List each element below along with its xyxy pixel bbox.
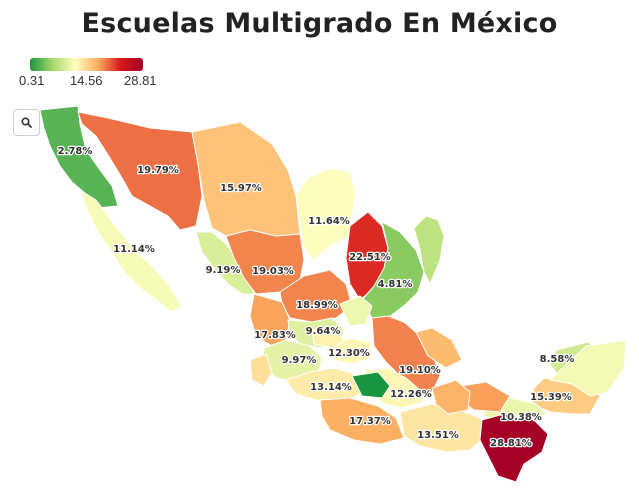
region-value-label: 11.64% bbox=[308, 216, 350, 227]
state-region[interactable] bbox=[431, 379, 471, 415]
legend-mid-label: 14.56 bbox=[70, 73, 103, 88]
state-region[interactable] bbox=[311, 325, 345, 349]
state-region[interactable] bbox=[79, 189, 183, 313]
region-value-label: 19.79% bbox=[137, 165, 179, 176]
region-value-label: 28.81% bbox=[490, 438, 532, 449]
state-region[interactable] bbox=[319, 397, 405, 445]
region-value-label: 9.19% bbox=[206, 265, 241, 276]
region-value-label: 9.97% bbox=[282, 355, 317, 366]
state-region[interactable] bbox=[415, 327, 463, 369]
state-region[interactable] bbox=[351, 371, 391, 399]
region-value-label: 9.64% bbox=[306, 326, 341, 337]
state-region[interactable] bbox=[549, 339, 627, 397]
region-value-label: 22.51% bbox=[349, 252, 391, 263]
color-scale-legend bbox=[30, 58, 143, 71]
region-value-label: 17.83% bbox=[254, 330, 296, 341]
state-region[interactable] bbox=[249, 353, 273, 387]
state-region[interactable] bbox=[77, 111, 203, 231]
state-region[interactable] bbox=[479, 413, 549, 483]
state-region[interactable] bbox=[191, 121, 301, 237]
region-value-label: 10.38% bbox=[500, 412, 542, 423]
region-value-label: 12.26% bbox=[390, 389, 432, 400]
map-title: Escuelas Multigrado En México bbox=[81, 8, 558, 39]
search-icon bbox=[21, 117, 32, 128]
region-value-label: 2.78% bbox=[58, 146, 93, 157]
region-value-label: 15.97% bbox=[220, 183, 262, 194]
region-value-label: 19.03% bbox=[252, 266, 294, 277]
region-value-label: 4.81% bbox=[378, 279, 413, 290]
region-value-label: 13.14% bbox=[310, 382, 352, 393]
region-value-label: 8.58% bbox=[540, 354, 575, 365]
region-value-label: 13.51% bbox=[417, 430, 459, 441]
state-region[interactable] bbox=[371, 315, 441, 393]
region-value-label: 19.10% bbox=[399, 365, 441, 376]
state-region[interactable] bbox=[39, 105, 119, 209]
state-region[interactable] bbox=[413, 215, 445, 285]
region-value-label: 17.37% bbox=[349, 416, 391, 427]
state-region[interactable] bbox=[295, 167, 357, 261]
region-value-label: 11.14% bbox=[113, 244, 155, 255]
region-value-label: 15.39% bbox=[530, 392, 572, 403]
search-button[interactable] bbox=[13, 109, 40, 136]
legend-max-label: 28.81 bbox=[124, 73, 157, 88]
legend-min-label: 0.31 bbox=[19, 73, 45, 88]
state-region[interactable] bbox=[329, 337, 373, 365]
state-region[interactable] bbox=[399, 403, 487, 453]
region-value-label: 12.30% bbox=[328, 348, 370, 359]
region-value-label: 18.99% bbox=[296, 300, 338, 311]
state-region[interactable] bbox=[339, 295, 373, 327]
